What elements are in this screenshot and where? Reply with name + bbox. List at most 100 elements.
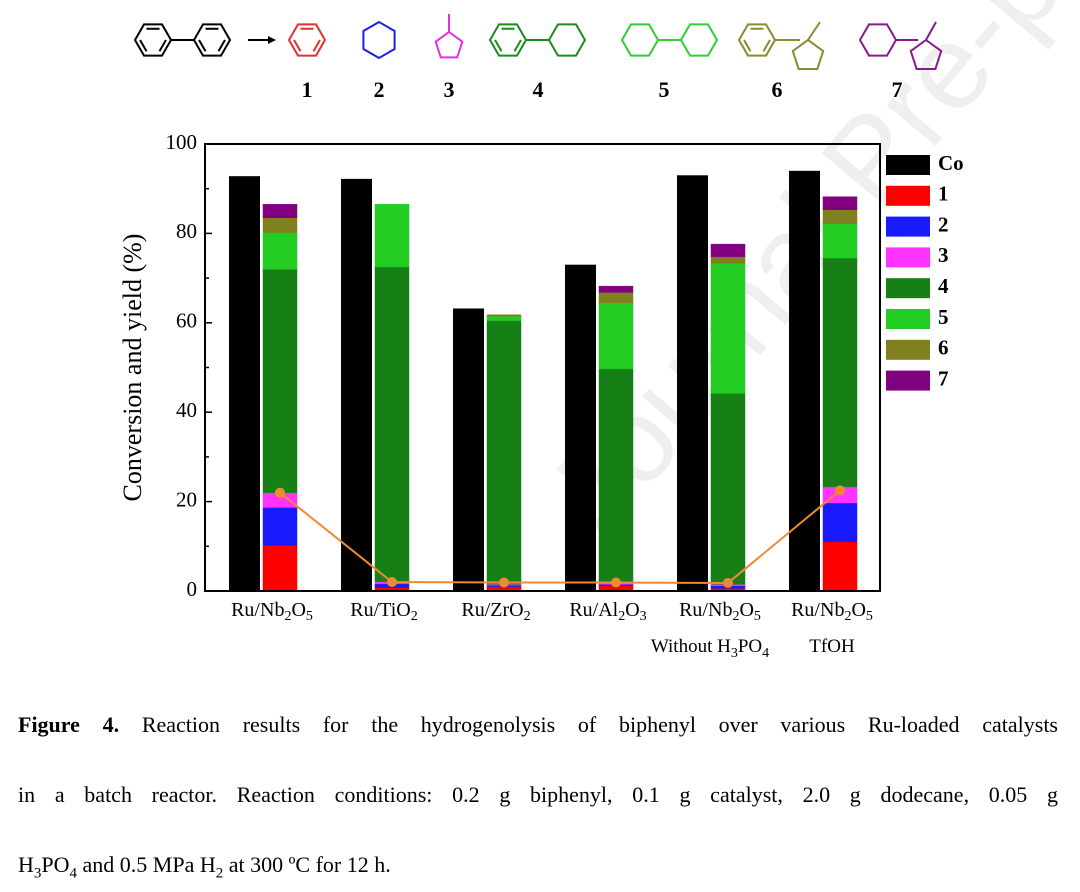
y-tick-label: 20 (176, 487, 197, 511)
caption-line: H3PO4 and 0.5 MPa H2 at 300 ºC for 12 h. (18, 852, 1058, 886)
line-point (499, 577, 509, 588)
yield-bar-segment (262, 204, 298, 219)
ring (133, 23, 173, 57)
x-tick-label: Ru/Nb2​O5​ (679, 599, 761, 625)
legend-label: 5 (938, 305, 949, 329)
ring (620, 23, 660, 57)
legend: Co 1 2 3 4 5 6 7 (886, 151, 964, 391)
caption-line: Figure 4. Reaction results for the hydro… (18, 712, 1058, 738)
conversion-bar (453, 308, 484, 591)
legend-swatch (886, 339, 930, 360)
double-bond (139, 39, 148, 52)
legend-swatch (886, 185, 930, 206)
ring (791, 38, 825, 70)
yield-bar-segment (710, 393, 746, 585)
legend-swatch (886, 278, 930, 299)
yield-bar-segment (262, 507, 298, 546)
ring (287, 23, 327, 57)
legend-label: 1 (938, 182, 949, 206)
legend-label: 7 (938, 366, 949, 390)
line-point (723, 577, 733, 588)
legend-label: 2 (938, 212, 949, 236)
conversion-bar (229, 176, 260, 591)
y-tick-label: 80 (176, 219, 197, 243)
yield-bar-segment (710, 263, 746, 394)
ring (858, 23, 898, 57)
ring (679, 23, 719, 57)
yield-bar-segment (262, 268, 298, 493)
x-tick-label: Ru/ZrO2​ (461, 599, 530, 625)
ring (547, 23, 587, 57)
caption-text: Reaction results for the hydrogenolysis … (119, 712, 1058, 737)
ring (488, 23, 528, 57)
line (279, 489, 841, 584)
ring (909, 38, 943, 70)
double-bond (513, 39, 522, 52)
double-bond (217, 39, 226, 52)
x-tick-sublabel: Without H3​PO4​ (651, 636, 769, 661)
yield-bar-segment (486, 314, 522, 317)
caption-label: Figure 4. (18, 712, 120, 737)
bond (925, 21, 937, 41)
conversion-bar (677, 175, 708, 592)
line-point (611, 577, 621, 588)
conversion-bar (341, 178, 372, 591)
yield-bar-segment (822, 502, 858, 543)
caption-line: in a batch reactor. Reaction conditions:… (18, 782, 1058, 808)
yield-bar-segment (374, 204, 410, 268)
yield-bar-segment (822, 196, 858, 210)
line-point (835, 485, 845, 496)
yield-bar-segment (486, 320, 522, 585)
bond (807, 21, 821, 41)
x-tick-label: Ru/Nb2​O5​ (231, 599, 313, 625)
x-tick-label: Ru/Nb2​O5​ (791, 599, 873, 625)
compound-label: 5 (659, 77, 670, 102)
x-tick-sublabel: TfOH (809, 636, 855, 657)
y-tick-label: 100 (166, 130, 198, 154)
x-tick-label: Ru/TiO2​ (350, 599, 417, 625)
ring (434, 30, 464, 59)
ring (737, 23, 777, 57)
arrow-head (268, 36, 276, 44)
yield-bar-segment (710, 243, 746, 257)
ring (362, 20, 396, 60)
double-bond (743, 39, 752, 52)
compound-label: 6 (772, 77, 783, 102)
yield-bar-segment (374, 266, 410, 582)
compound-label: 2 (374, 77, 385, 102)
caption-text: in a batch reactor. Reaction conditions:… (18, 782, 1058, 807)
yield-bar-segment (262, 232, 298, 270)
compound-label: 1 (302, 77, 313, 102)
line-point (387, 577, 397, 588)
y-tick-label: 60 (176, 309, 197, 333)
legend-label: 3 (938, 243, 949, 267)
legend-swatch (886, 309, 930, 329)
yield-bar-segment (598, 302, 634, 370)
yield-bar-segment (822, 209, 858, 224)
double-bond (198, 39, 207, 52)
double-bond (312, 39, 321, 52)
double-bond (158, 39, 167, 52)
legend-label: Co (938, 151, 964, 175)
x-tick-label: Ru/Al2​O3​ (569, 599, 646, 625)
conversion-bar (565, 264, 596, 591)
legend-swatch (886, 370, 930, 391)
y-tick-label: 0 (187, 577, 198, 601)
yield-bar-segment (262, 217, 298, 233)
legend-swatch (886, 216, 930, 237)
caption-text: H3PO4 and 0.5 MPa H2 at 300 ºC for 12 h. (18, 852, 391, 882)
yield-bar-segment (262, 545, 298, 592)
yield-bar-segment (598, 292, 634, 303)
y-tick-label: 40 (176, 398, 197, 422)
plot-frame (204, 143, 881, 592)
yield-bar-segment (598, 368, 634, 584)
compound-label: 4 (533, 77, 544, 102)
yield-bar-segment (710, 256, 746, 264)
yield-bar-segment (822, 541, 858, 592)
legend-label: 6 (938, 336, 949, 360)
double-bond (293, 39, 302, 52)
yield-bar-segment (598, 285, 634, 293)
legend-swatch (886, 247, 930, 268)
